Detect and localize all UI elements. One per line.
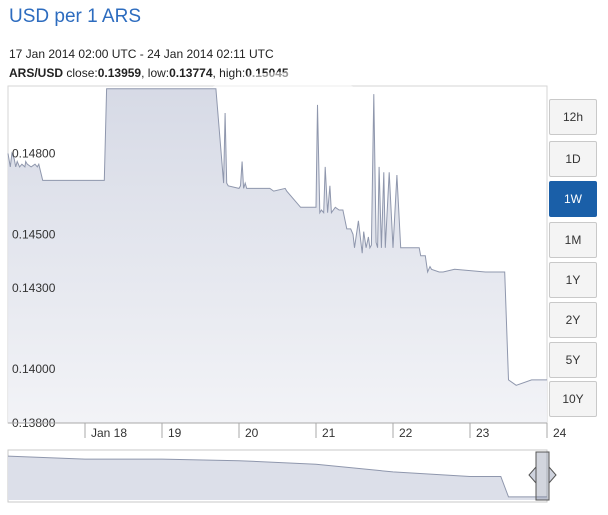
range-button-1y[interactable]: 1Y bbox=[549, 262, 597, 298]
x-tick-label: 24 bbox=[553, 426, 567, 440]
y-tick-label: 0.14300 bbox=[12, 281, 56, 295]
navigator-handle-right[interactable] bbox=[548, 465, 557, 485]
x-tick-label: Jan 18 bbox=[91, 426, 127, 440]
x-tick-label: 20 bbox=[245, 426, 259, 440]
x-tick-label: 22 bbox=[399, 426, 413, 440]
range-button-1d[interactable]: 1D bbox=[549, 141, 597, 177]
y-tick-label: 0.14000 bbox=[12, 362, 56, 376]
rate-area bbox=[8, 88, 547, 423]
low-label: , low: bbox=[141, 66, 170, 80]
y-tick-label: 0.14500 bbox=[12, 227, 56, 241]
range-button-1m[interactable]: 1M bbox=[549, 222, 597, 258]
range-button-1w[interactable]: 1W bbox=[549, 181, 597, 217]
range-button-5y[interactable]: 5Y bbox=[549, 342, 597, 378]
high-label: , high: bbox=[212, 66, 246, 80]
x-tick-label: 19 bbox=[168, 426, 182, 440]
close-value: 0.13959 bbox=[97, 66, 142, 80]
navigator-handle-left[interactable] bbox=[528, 465, 537, 485]
range-button-2y[interactable]: 2Y bbox=[549, 302, 597, 338]
close-label: close: bbox=[66, 66, 98, 80]
rate-line bbox=[7, 88, 547, 386]
pair-label: ARS/USD bbox=[9, 66, 64, 80]
navigator-line bbox=[7, 455, 547, 498]
navigator-area bbox=[8, 456, 547, 500]
low-value: 0.13774 bbox=[169, 66, 213, 80]
y-tick-label: 0.14800 bbox=[12, 146, 56, 160]
x-tick-label: 21 bbox=[322, 426, 336, 440]
x-tick-label: 23 bbox=[476, 426, 490, 440]
navigator-selection[interactable] bbox=[535, 451, 550, 501]
range-button-10y[interactable]: 10Y bbox=[549, 381, 597, 417]
date-range: 17 Jan 2014 02:00 UTC - 24 Jan 2014 02:1… bbox=[9, 47, 274, 61]
range-button-12h[interactable]: 12h bbox=[549, 99, 597, 135]
chart-title: USD per 1 ARS bbox=[9, 6, 141, 27]
